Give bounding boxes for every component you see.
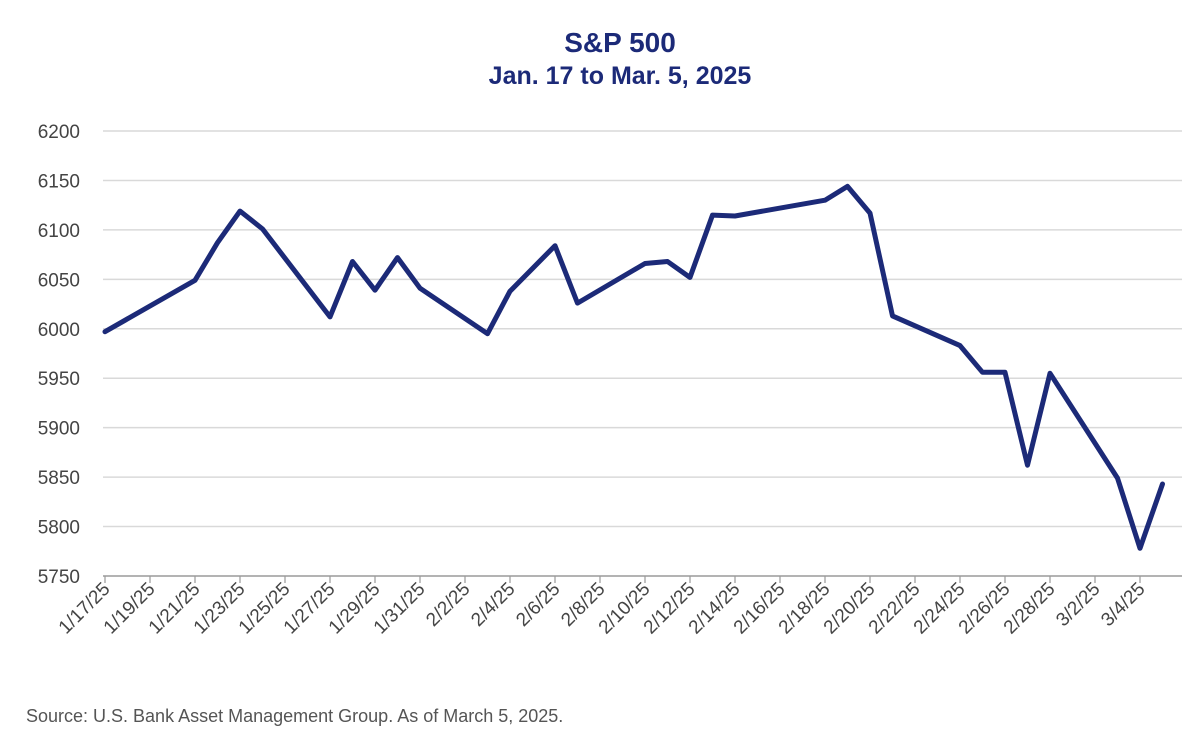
- grid-lines: [103, 130, 1182, 577]
- line-chart: 5750 5800 5850 5900 5950 6000 6050 6100 6150 6200…: [38, 122, 1182, 638]
- x-tick-label: 2/2/25: [422, 579, 474, 631]
- x-tick-label: 2/28/25: [1000, 579, 1060, 639]
- y-tick-label: 5750: [38, 567, 80, 588]
- y-tick-label: 6100: [38, 221, 80, 242]
- x-axis: 1/17/251/19/251/21/251/23/251/25/251/27/…: [55, 576, 1150, 638]
- chart-title-block: S&P 500 Jan. 17 to Mar. 5, 2025: [0, 26, 1200, 92]
- y-tick-label: 5950: [38, 369, 80, 390]
- y-tick-label: 6000: [38, 320, 80, 341]
- x-tick-label: 3/4/25: [1097, 579, 1149, 631]
- y-tick-label: 5800: [38, 518, 80, 539]
- y-tick-label: 5900: [38, 419, 80, 440]
- y-axis: 5750 5800 5850 5900 5950 6000 6050 6100 6150 6200: [38, 122, 80, 588]
- chart-title: S&P 500: [564, 27, 676, 58]
- series-line: [102, 183, 1165, 551]
- series-group: [102, 183, 1165, 551]
- y-tick-label: 5850: [38, 468, 80, 489]
- y-tick-label: 6150: [38, 171, 80, 192]
- x-tick-label: 2/4/25: [467, 579, 519, 631]
- y-tick-label: 6050: [38, 270, 80, 291]
- x-tick-label: 2/6/25: [512, 579, 564, 631]
- chart-subtitle: Jan. 17 to Mar. 5, 2025: [488, 62, 752, 90]
- x-tick-label: 3/2/25: [1052, 579, 1104, 631]
- y-tick-label: 6200: [38, 122, 80, 143]
- source-note: Source: U.S. Bank Asset Management Group…: [26, 706, 564, 726]
- x-tick-label: 1/31/25: [370, 579, 430, 639]
